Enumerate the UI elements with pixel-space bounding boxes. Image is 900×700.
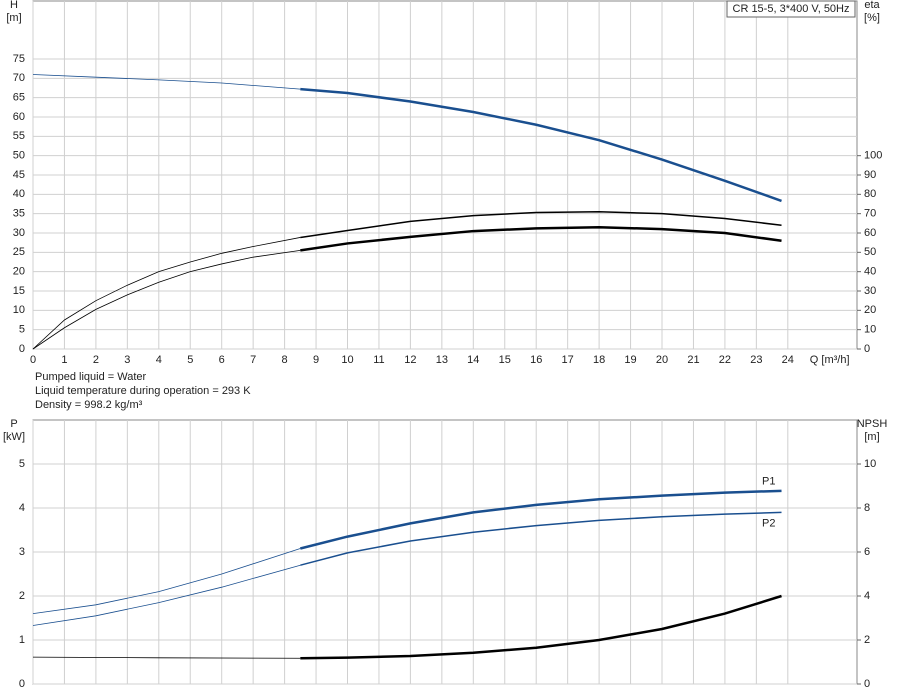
series-label: P1 <box>762 476 775 488</box>
y-tick-label: 35 <box>13 208 25 220</box>
y-tick-label: 25 <box>13 246 25 258</box>
y2-tick-label: 2 <box>864 634 870 646</box>
x-tick-label: 17 <box>562 354 574 366</box>
y-tick-label: 0 <box>19 678 25 690</box>
y2-tick-label: 10 <box>864 458 876 470</box>
y-tick-label: 3 <box>19 546 25 558</box>
y-axis-unit: [kW] <box>3 431 25 443</box>
y2-tick-label: 70 <box>864 208 876 220</box>
curve <box>32 548 301 614</box>
x-tick-label: 18 <box>593 354 605 366</box>
x-tick-label: 14 <box>467 354 479 366</box>
x-tick-label: 3 <box>124 354 130 366</box>
y-axis-label: H <box>10 0 18 11</box>
y-tick-label: 70 <box>13 72 25 84</box>
x-axis-label: Q [m³/h] <box>810 354 850 366</box>
x-tick-label: 24 <box>782 354 794 366</box>
curve <box>300 511 782 566</box>
y2-tick-label: 60 <box>864 227 876 239</box>
x-tick-label: 15 <box>499 354 511 366</box>
x-tick-label: 22 <box>719 354 731 366</box>
curve <box>32 250 301 350</box>
y-tick-label: 50 <box>13 150 25 162</box>
y-tick-label: 20 <box>13 266 25 278</box>
x-tick-label: 12 <box>404 354 416 366</box>
legend-box <box>726 0 856 18</box>
y2-axis-label: NPSH <box>857 418 888 430</box>
x-tick-label: 23 <box>750 354 762 366</box>
curve <box>300 489 782 550</box>
curve <box>300 87 782 203</box>
x-tick-label: 5 <box>187 354 193 366</box>
y-axis-unit: [m] <box>6 12 21 24</box>
y2-tick-label: 0 <box>864 343 870 355</box>
y2-tick-label: 20 <box>864 304 876 316</box>
x-tick-label: 11 <box>373 354 384 366</box>
y2-axis-unit: [m] <box>864 431 879 443</box>
y-tick-label: 30 <box>13 227 25 239</box>
y2-tick-label: 80 <box>864 188 876 200</box>
curve <box>32 656 301 659</box>
x-tick-label: 9 <box>313 354 319 366</box>
y2-tick-label: 4 <box>864 590 870 602</box>
y-tick-label: 1 <box>19 634 25 646</box>
y-tick-label: 10 <box>13 304 25 316</box>
y2-tick-label: 30 <box>864 285 876 297</box>
info-line: Liquid temperature during operation = 29… <box>35 385 251 397</box>
y2-tick-label: 100 <box>864 150 882 162</box>
info-line: Density = 998.2 kg/m³ <box>35 399 143 411</box>
x-tick-label: 20 <box>656 354 668 366</box>
y-tick-label: 2 <box>19 590 25 602</box>
y2-tick-label: 8 <box>864 502 870 514</box>
y-axis-label: P <box>10 418 17 430</box>
y-tick-label: 5 <box>19 324 25 336</box>
x-tick-label: 4 <box>156 354 162 366</box>
y-tick-label: 45 <box>13 169 25 181</box>
curve <box>32 564 301 626</box>
x-tick-label: 6 <box>219 354 225 366</box>
y2-tick-label: 40 <box>864 266 876 278</box>
y2-tick-label: 10 <box>864 324 876 336</box>
y-tick-label: 5 <box>19 458 25 470</box>
curve <box>32 237 301 350</box>
y-tick-label: 55 <box>13 130 25 142</box>
x-tick-label: 2 <box>93 354 99 366</box>
y2-tick-label: 0 <box>864 678 870 690</box>
series-label: P2 <box>762 517 775 529</box>
x-tick-label: 8 <box>282 354 288 366</box>
info-line: Pumped liquid = Water <box>35 371 147 383</box>
x-tick-label: 13 <box>436 354 448 366</box>
x-tick-label: 16 <box>530 354 542 366</box>
legend-text: CR 15-5, 3*400 V, 50Hz <box>733 3 850 15</box>
x-tick-label: 7 <box>250 354 256 366</box>
y-tick-label: 60 <box>13 111 25 123</box>
y-tick-label: 15 <box>13 285 25 297</box>
x-tick-label: 1 <box>61 354 67 366</box>
curve <box>300 210 782 239</box>
y2-axis-label: eta <box>864 0 880 11</box>
x-tick-label: 10 <box>341 354 353 366</box>
y2-tick-label: 90 <box>864 169 876 181</box>
curve <box>32 74 301 90</box>
y-tick-label: 4 <box>19 502 25 514</box>
curve <box>300 225 782 252</box>
y2-tick-label: 6 <box>864 546 870 558</box>
x-tick-label: 21 <box>687 354 699 366</box>
y2-axis-unit: [%] <box>864 12 880 24</box>
x-tick-label: 19 <box>624 354 636 366</box>
curve <box>300 594 782 660</box>
y-tick-label: 0 <box>19 343 25 355</box>
x-tick-label: 0 <box>30 354 36 366</box>
y2-tick-label: 50 <box>864 246 876 258</box>
y-tick-label: 75 <box>13 53 25 65</box>
y-tick-label: 65 <box>13 92 25 104</box>
y-tick-label: 40 <box>13 188 25 200</box>
